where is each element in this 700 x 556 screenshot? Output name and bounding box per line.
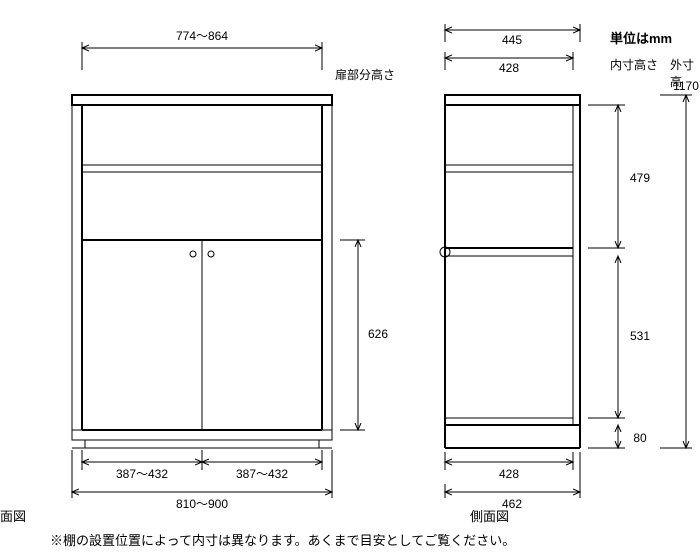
dim-bottom-inner: 428 (499, 467, 519, 481)
dim-left-door: 387～432 (116, 467, 168, 481)
front-view: 774～864 626 387～432 387～432 810～900 (72, 29, 388, 511)
footer-note: ※棚の設置位置によって内寸は異なります。あくまで目安としてご覧ください。 (50, 530, 515, 549)
dim-full-width: 810～900 (176, 497, 228, 511)
dim-upper-inner: 479 (630, 171, 650, 185)
technical-drawing: 774～864 626 387～432 387～432 810～900 (0, 0, 700, 556)
unit-label: 単位はmm (610, 28, 672, 47)
dim-lower-inner: 531 (630, 329, 650, 343)
side-view-title: 側面図 (470, 506, 509, 525)
inner-height-label: 内寸高さ (610, 56, 658, 73)
dim-side-top-outer: 445 (502, 33, 522, 47)
door-height-label: 扉部分高さ (335, 66, 395, 83)
dim-right-door: 387～432 (236, 467, 288, 481)
dim-base-h: 80 (633, 431, 647, 445)
side-view: 445 428 479 531 80 1170 428 462 (440, 24, 699, 511)
dim-side-top-inner: 428 (499, 61, 519, 75)
outer-height-label: 外寸高 (670, 56, 700, 90)
front-view-title: 面図 (0, 506, 26, 525)
dim-door-height: 626 (368, 327, 388, 341)
dim-front-top: 774～864 (176, 29, 228, 43)
